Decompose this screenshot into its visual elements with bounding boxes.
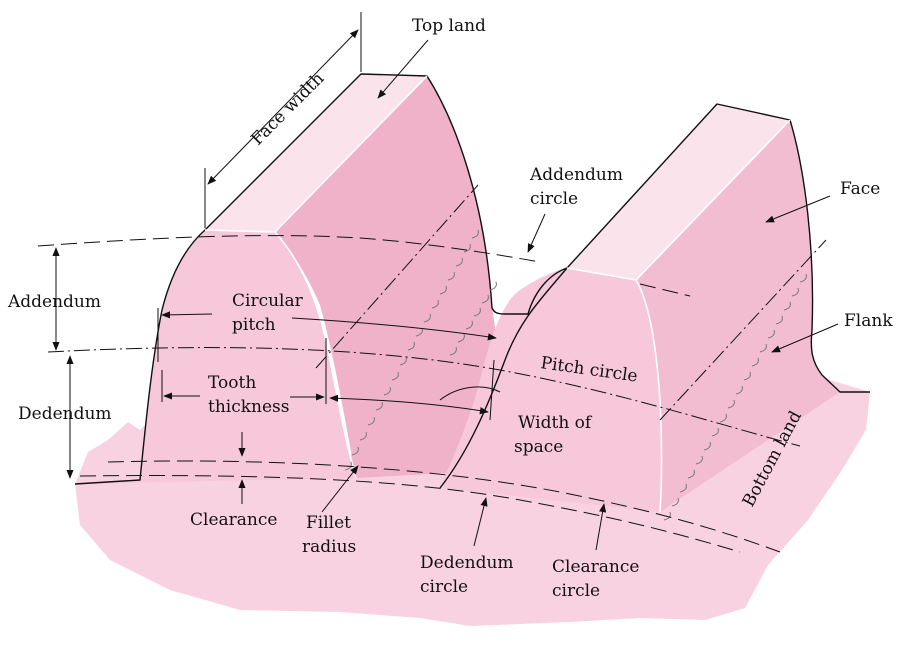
flank-leader	[771, 323, 839, 353]
label-width-of-space-1: Width of	[518, 413, 593, 433]
label-clearance-circle-1: Clearance	[552, 557, 639, 577]
label-width-of-space-2: space	[514, 437, 563, 457]
label-tooth-thickness-2: thickness	[208, 397, 290, 417]
clearance-circle-line	[107, 460, 781, 553]
left-tooth-centerline	[315, 184, 479, 369]
label-flank: Flank	[844, 311, 893, 331]
label-clearance-circle-2: circle	[552, 581, 600, 601]
label-clearance: Clearance	[190, 510, 277, 530]
label-tooth-thickness-1: Tooth	[208, 373, 256, 393]
label-circular-pitch-2: pitch	[232, 315, 276, 335]
addendum-circle-leader	[527, 213, 546, 253]
width-of-space-ext-right	[489, 359, 495, 421]
label-addendum-circle-2: circle	[530, 189, 578, 209]
circular-pitch-arrow-left	[161, 311, 213, 319]
right-tooth-top-edge	[566, 119, 791, 281]
label-fillet-radius-1: Fillet	[306, 513, 351, 533]
dedendum-circle-leader	[473, 497, 488, 547]
face-width-dimension	[207, 29, 359, 185]
label-dedendum: Dedendum	[18, 404, 112, 424]
label-dedendum-circle-2: circle	[420, 577, 468, 597]
label-circular-pitch-1: Circular	[232, 291, 304, 311]
left-tooth-top-edge	[204, 75, 428, 233]
label-top-land: Top land	[412, 16, 486, 36]
pitch-circle-line	[47, 347, 801, 447]
width-of-space-leader	[439, 386, 501, 401]
fillet-hatch-middle	[449, 281, 497, 356]
top-land-leader	[377, 39, 429, 99]
right-tooth-front-face	[440, 268, 662, 512]
addendum-circle-line	[37, 235, 691, 297]
fillet-radius-leader	[321, 465, 359, 513]
right-tooth-front-outline	[439, 267, 568, 489]
circular-pitch-arrow-right	[291, 317, 497, 341]
label-dedendum-circle-1: Dedendum	[420, 553, 514, 573]
right-tooth-edge	[635, 279, 663, 513]
width-of-space-arrow	[329, 394, 489, 415]
clearance-circle-leader	[595, 503, 607, 551]
label-face: Face	[840, 179, 880, 199]
left-tooth-front-face	[75, 230, 356, 484]
face-leader	[765, 195, 831, 223]
label-addendum: Addendum	[7, 292, 101, 312]
right-tooth-centerline	[659, 239, 827, 421]
label-addendum-circle-1: Addendum	[529, 165, 623, 185]
right-tooth-top-land	[567, 104, 790, 280]
label-fillet-radius-2: radius	[302, 537, 356, 557]
left-tooth-edge	[274, 231, 357, 479]
left-tooth-outline	[74, 73, 870, 485]
